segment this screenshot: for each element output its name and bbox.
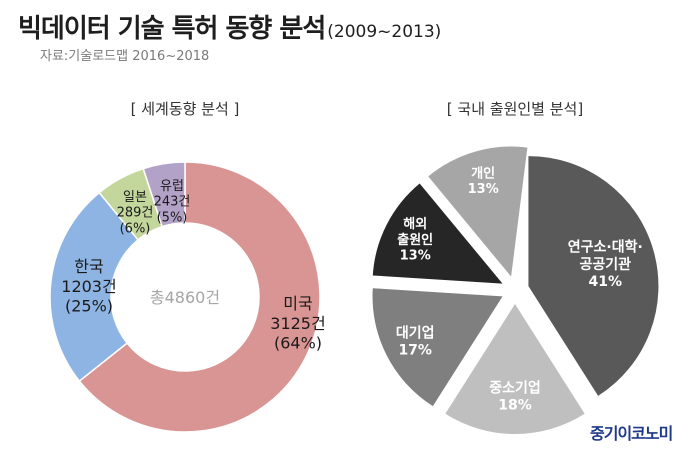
publisher-logo: 중기이코노미 [590, 424, 673, 443]
pie-slice-large [372, 288, 503, 407]
world-trend-subtitle: [ 세계동향 분석 ] [130, 100, 240, 118]
pie-label-large-line: 17% [398, 342, 432, 358]
donut-label-usa: 미국 3125건 (64%) [270, 294, 325, 352]
domestic-exploded-pie-chart: 연구소·대학· 공공기관 41%중소기업 18%대기업 17%해외 출원인 13%개인 13% [372, 146, 659, 435]
pie-label-research-line: 공공기관 [580, 256, 632, 273]
donut-slice-europe [142, 161, 186, 228]
donut-label-europe-line: 243건 [154, 195, 191, 210]
pie-label-foreign-line: 출원인 [397, 232, 433, 248]
pie-slice-sme [445, 304, 585, 435]
donut-center-total-line: 총4860건 [150, 288, 220, 307]
pie-label-research-line: 41% [589, 274, 623, 290]
donut-label-usa-line: 미국 [283, 294, 312, 313]
donut-label-japan-line: 일본 [123, 190, 147, 205]
donut-label-japan-line: 289건 [117, 206, 154, 221]
donut-label-korea-line: (25%) [65, 296, 113, 315]
donut-center-total: 총4860건 [150, 288, 220, 307]
pie-label-sme-line: 중소기업 [489, 381, 541, 397]
pie-label-foreign-line: 해외 [403, 216, 427, 232]
pie-slice-foreign [372, 183, 503, 284]
pie-label-research: 연구소·대학· 공공기관 41% [568, 240, 643, 290]
pie-label-sme: 중소기업 18% [489, 381, 541, 414]
donut-label-japan-line: (6%) [120, 222, 151, 237]
pie-label-large: 대기업 17% [396, 325, 435, 358]
title-range: (2009~2013) [327, 22, 442, 42]
chart-title: 빅데이터 기술 특허 동향 분석 (2009~2013) [18, 8, 441, 45]
pie-label-large-line: 대기업 [396, 325, 435, 341]
pie-label-sme-line: 18% [498, 398, 532, 414]
world-donut-chart: 미국 3125건 (64%)한국 1203건 (25%)일본 289건 (6%)유럽 243건… [49, 161, 326, 433]
donut-label-korea: 한국 1203건 (25%) [61, 257, 116, 315]
pie-label-foreign-line: 13% [400, 249, 431, 264]
donut-label-korea-line: 한국 [74, 257, 103, 276]
domestic-applicant-subtitle: [ 국내 출원인별 분석] [446, 100, 584, 118]
donut-label-usa-line: (64%) [274, 333, 322, 352]
title-main: 빅데이터 기술 특허 동향 분석 [18, 14, 326, 44]
pie-slice-research [528, 156, 659, 396]
donut-label-usa-line: 3125건 [270, 314, 325, 333]
pie-label-foreign: 해외 출원인 13% [397, 216, 433, 264]
pie-slice-individual [428, 146, 528, 277]
donut-label-europe-line: (5%) [157, 211, 188, 226]
donut-slice-usa [78, 161, 321, 433]
pie-label-individual-line: 13% [468, 182, 499, 197]
donut-label-japan: 일본 289건 (6%) [117, 190, 154, 237]
donut-label-europe-line: 유럽 [160, 179, 184, 194]
donut-label-korea-line: 1203건 [61, 277, 116, 296]
pie-label-individual: 개인 13% [468, 165, 499, 197]
source-note: 자료:기술로드맵 2016~2018 [40, 49, 210, 64]
donut-slice-korea [49, 191, 140, 383]
pie-label-research-line: 연구소·대학· [568, 240, 643, 256]
pie-label-individual-line: 개인 [471, 165, 495, 181]
donut-label-europe: 유럽 243건 (5%) [154, 179, 191, 226]
